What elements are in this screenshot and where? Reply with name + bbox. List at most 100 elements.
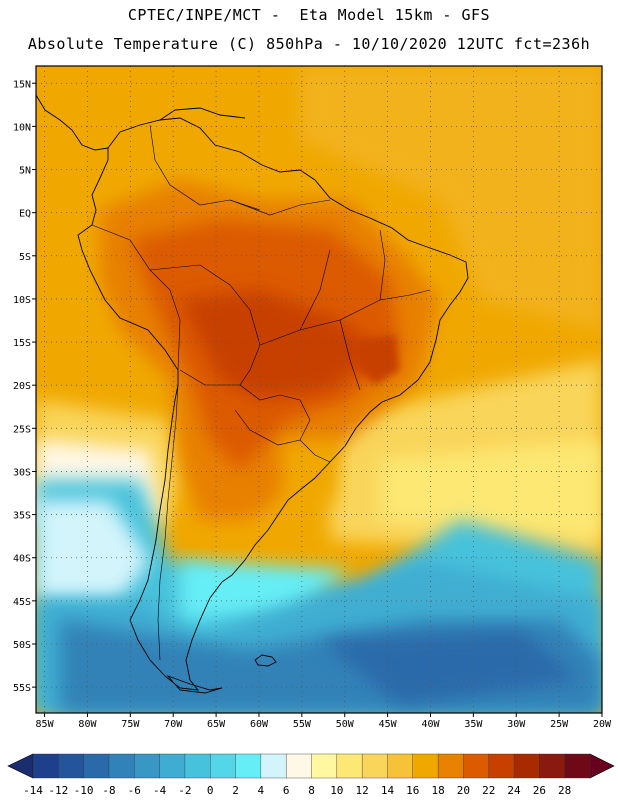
colorbar-label: -10 [74, 784, 94, 797]
colorbar-swatch [387, 753, 414, 779]
colorbar-swatch [488, 753, 515, 779]
colorbar-swatch [336, 753, 363, 779]
axis-ticks: 15N 10N 5N EQ 5S 10S 15S 20S 25S 30S 35S 40S 45S 50S 5… [13, 79, 612, 730]
lon-tick-label: 75W [121, 719, 140, 730]
falkland-islands [254, 654, 277, 667]
colorbar-label: 14 [381, 784, 395, 797]
colorbar-label: 6 [283, 784, 290, 797]
lon-tick-label: 45W [379, 719, 398, 730]
lat-tick-label: EQ [19, 209, 31, 220]
colorbar-label: 4 [258, 784, 265, 797]
title-line-2: Absolute Temperature (C) 850hPa - 10/10/… [27, 35, 591, 53]
lon-tick-label: 85W [36, 719, 55, 730]
lat-tick-label: 55S [13, 683, 31, 694]
colorbar-label: 2 [232, 784, 239, 797]
lat-tick-label: 30S [13, 467, 31, 478]
colorbar-label: -6 [128, 784, 141, 797]
colorbar-label: -14 [23, 784, 43, 797]
lon-tick-label: 25W [550, 719, 569, 730]
title-line-1: CPTEC/INPE/MCT - Eta Model 15km - GFS [127, 6, 491, 24]
lon-tick-label: 50W [336, 719, 355, 730]
lat-tick-label: 15N [13, 79, 31, 90]
colorbar-label: -2 [178, 784, 191, 797]
lon-tick-label: 20W [593, 719, 612, 730]
map-frame [35, 65, 603, 714]
colorbar-swatch [260, 753, 287, 779]
lon-tick-label: 35W [464, 719, 483, 730]
lat-tick-label: 10S [13, 295, 31, 306]
field-north-atlantic [300, 66, 602, 330]
lat-tick-label: 40S [13, 554, 31, 565]
lon-tick-label: 65W [207, 719, 226, 730]
colorbar-swatch [83, 753, 110, 779]
colorbar-label: 12 [356, 784, 369, 797]
lon-tick-label: 80W [78, 719, 97, 730]
colorbar-swatch [285, 753, 313, 779]
field-continent-hottest [180, 290, 380, 400]
lat-tick-label: 20S [13, 381, 31, 392]
colorbar-label: 16 [406, 784, 419, 797]
colorbar-high-arrow [589, 753, 615, 779]
border-uruguay [299, 439, 331, 463]
lat-tick-label: 15S [13, 338, 31, 349]
south-america-outline [77, 117, 469, 691]
colorbar-swatch [564, 753, 591, 779]
caribbean-coast [159, 107, 246, 121]
field-southern-deepest [320, 630, 580, 705]
colorbar-label: 22 [482, 784, 495, 797]
field-pacific-cyan [36, 500, 150, 600]
colorbar-label: 24 [507, 784, 521, 797]
lat-tick-label: 25S [13, 424, 31, 435]
border-argentina-chile [157, 384, 179, 661]
border-andes [91, 224, 181, 371]
colorbar-swatch [184, 753, 211, 779]
lat-tick-label: 50S [13, 640, 31, 651]
border-brazil-states [259, 229, 431, 391]
colorbar-swatch [210, 753, 237, 779]
colorbar: -14 -12 -10 -8 -6 -4 -2 0 2 4 6 8 10 12 14 16 18 20 22 24 26… [7, 753, 615, 797]
colorbar-low-arrow [7, 753, 34, 779]
colorbar-swatch [159, 753, 186, 779]
colorbar-swatch [134, 753, 161, 779]
colorbar-swatch [437, 753, 464, 779]
colorbar-label: 10 [330, 784, 343, 797]
lat-tick-label: 5N [19, 166, 31, 177]
lon-tick-label: 40W [421, 719, 440, 730]
field-patagonia-cyan [180, 560, 350, 620]
colorbar-label: 8 [308, 784, 315, 797]
border-brazil-north [229, 199, 331, 216]
colorbar-swatch [539, 753, 566, 779]
temperature-field [36, 66, 602, 713]
colorbar-label: 28 [558, 784, 571, 797]
lon-tick-label: 60W [250, 719, 269, 730]
colorbar-label: -4 [153, 784, 167, 797]
colorbar-swatch [58, 753, 85, 779]
colorbar-swatch [311, 753, 338, 779]
colorbar-label: 18 [431, 784, 444, 797]
field-uruguay [280, 440, 340, 500]
field-atlantic-light [380, 440, 602, 540]
colorbar-swatch [463, 753, 490, 779]
lat-tick-label: 5S [19, 252, 31, 263]
lon-tick-label: 70W [164, 719, 183, 730]
colorbar-swatch [235, 753, 262, 779]
colorbar-label: -12 [48, 784, 68, 797]
colorbar-label: 0 [207, 784, 214, 797]
colorbar-swatch [412, 753, 439, 779]
colorbar-label: 20 [457, 784, 470, 797]
lat-tick-label: 10N [13, 122, 31, 133]
field-hotspot-se [355, 335, 400, 385]
colorbar-swatch [513, 753, 540, 779]
lat-tick-label: 45S [13, 597, 31, 608]
colorbar-swatch [32, 753, 59, 779]
central-america [36, 94, 109, 151]
tierra-del-fuego [166, 674, 223, 694]
colorbar-label: 26 [533, 784, 546, 797]
lon-tick-label: 55W [293, 719, 312, 730]
colorbar-swatch [108, 753, 135, 779]
colorbar-swatch [361, 753, 388, 779]
coastlines [36, 94, 469, 694]
lon-tick-label: 30W [507, 719, 526, 730]
border-paraguay [234, 384, 311, 446]
